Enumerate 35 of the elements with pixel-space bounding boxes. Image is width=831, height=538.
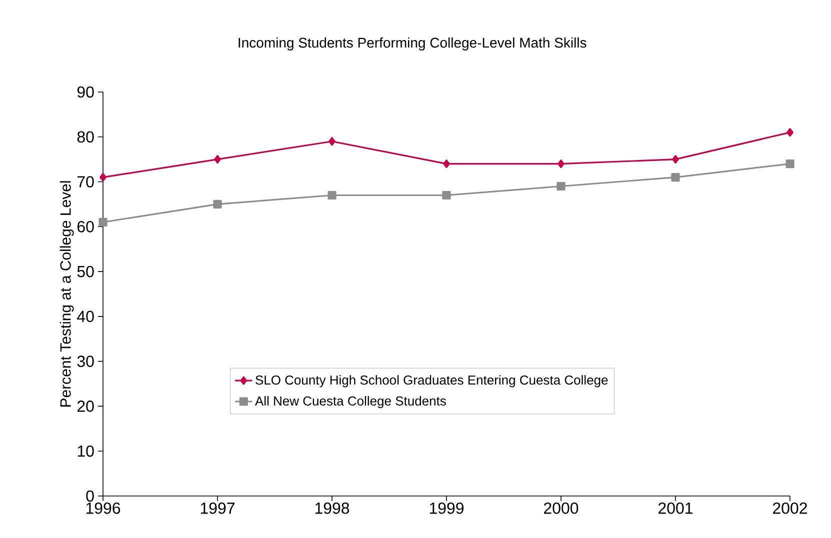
x-tick-label: 1999 xyxy=(430,502,464,514)
point xyxy=(671,172,680,182)
y-tick-label: 90 xyxy=(77,86,94,98)
y-tick-label: 30 xyxy=(77,356,94,367)
point xyxy=(328,190,336,200)
point xyxy=(100,172,106,182)
y-tick-label: 60 xyxy=(77,221,94,232)
y-tick-label: 50 xyxy=(77,266,94,278)
point xyxy=(213,200,222,209)
legend-label: SLO County High School Graduates Entering Cuesta College xyxy=(256,375,608,388)
y-tick-label: 40 xyxy=(77,310,94,322)
x-tick-label: 2002 xyxy=(772,502,807,514)
point xyxy=(786,128,794,137)
x-tick-label: 2001 xyxy=(658,502,692,514)
point xyxy=(98,218,108,226)
x-tick-label: 1997 xyxy=(200,502,234,514)
x-tick-label: 1996 xyxy=(86,502,120,514)
y-axis-title: Percent Testing at a College Level xyxy=(60,181,74,407)
y-tick-label: 10 xyxy=(78,445,94,457)
point xyxy=(442,190,451,200)
point xyxy=(556,182,566,191)
y-tick-label: 0 xyxy=(86,490,94,502)
chart-title: Incoming Students Performing College-Level Math Skills xyxy=(238,37,586,50)
x-tick-label: 2000 xyxy=(544,502,578,514)
point xyxy=(672,155,679,164)
point xyxy=(214,155,221,164)
point xyxy=(443,160,450,168)
legend-label: All New Cuesta College Students xyxy=(255,396,446,408)
point xyxy=(328,137,336,146)
y-tick-label: 80 xyxy=(77,131,94,143)
y-tick-label: 20 xyxy=(77,400,94,412)
point xyxy=(786,160,794,168)
x-tick-label: 1998 xyxy=(315,502,350,514)
y-tick-label: 70 xyxy=(77,176,94,188)
point xyxy=(558,160,564,168)
